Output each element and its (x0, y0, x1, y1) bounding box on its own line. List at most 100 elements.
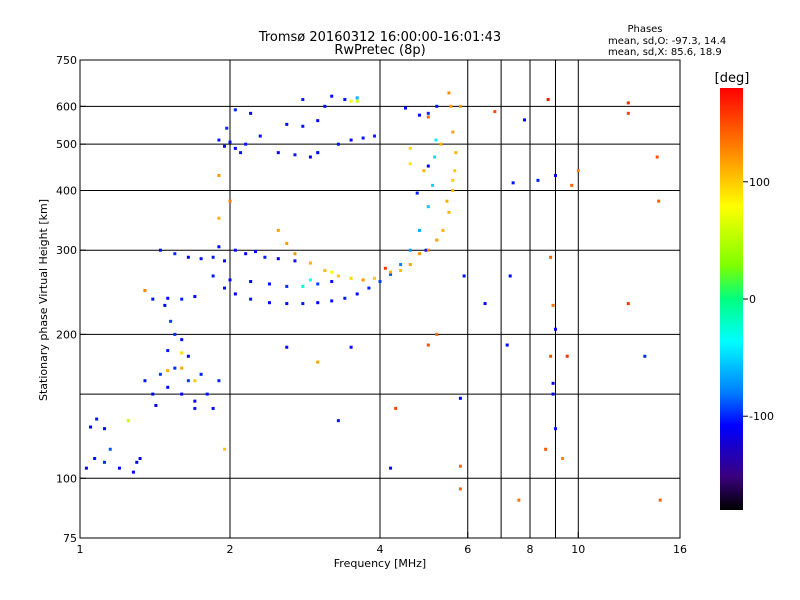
x-tick-label: 16 (673, 543, 687, 556)
data-point (451, 130, 455, 134)
data-point (399, 269, 403, 273)
stats-line-x: mean, sd,X: 85.6, 18.9 (608, 47, 722, 58)
y-axis-label: Stationary phase Virtual Height [km] (37, 199, 50, 401)
data-point (131, 470, 135, 474)
data-point (570, 183, 574, 187)
data-point (84, 466, 88, 470)
data-point (643, 354, 647, 358)
data-point (244, 142, 248, 146)
data-point (103, 427, 107, 431)
data-point (458, 104, 462, 108)
data-point (253, 250, 257, 254)
data-point (285, 122, 289, 126)
data-point (343, 296, 347, 300)
data-point (536, 178, 540, 182)
data-point (454, 151, 458, 155)
data-point (223, 447, 227, 451)
data-point (383, 266, 387, 270)
data-point (458, 396, 462, 400)
data-point (441, 228, 445, 232)
data-point (173, 252, 177, 256)
x-axis-label: Frequency [MHz] (334, 557, 426, 570)
data-point (408, 146, 412, 150)
data-point (373, 276, 377, 280)
data-point (546, 98, 550, 102)
data-point (355, 99, 359, 103)
data-point (276, 257, 280, 261)
data-point (422, 169, 426, 173)
data-point (483, 302, 487, 306)
data-point (389, 272, 393, 276)
data-point (434, 138, 438, 142)
data-point (308, 155, 312, 159)
data-point (561, 456, 565, 460)
data-point (135, 460, 139, 464)
data-point (349, 138, 353, 142)
data-point (330, 280, 334, 284)
data-point (166, 385, 170, 389)
data-point (336, 142, 340, 146)
data-point (323, 269, 327, 273)
colorbar-label: [deg] (715, 71, 750, 86)
data-point (658, 498, 662, 502)
data-point (103, 460, 107, 464)
data-point (551, 303, 555, 307)
data-point (293, 259, 297, 263)
data-point (626, 111, 630, 115)
data-point (553, 327, 557, 331)
data-point (228, 278, 232, 282)
data-point (180, 297, 184, 301)
y-tick-label: 400 (56, 184, 77, 197)
data-point (233, 146, 237, 150)
data-point (233, 248, 237, 252)
data-point (435, 104, 439, 108)
chart-title-line2: RwPretec (8p) (334, 43, 425, 58)
data-point (424, 248, 428, 252)
data-point (316, 282, 320, 286)
data-point (166, 369, 170, 373)
data-point (511, 181, 515, 185)
data-point (108, 447, 112, 451)
data-point (166, 296, 170, 300)
data-point (180, 392, 184, 396)
data-point (553, 173, 557, 177)
data-point (451, 188, 455, 192)
x-tick-label: 4 (377, 543, 384, 556)
data-point (361, 278, 365, 282)
data-point (626, 101, 630, 105)
data-point (449, 104, 453, 108)
data-point (462, 274, 466, 278)
data-point (143, 379, 147, 383)
data-point (95, 417, 99, 421)
data-point (193, 406, 197, 410)
data-point (173, 366, 177, 370)
colorbar-tick-label: 0 (749, 293, 756, 306)
data-point (426, 343, 430, 347)
y-tick-label: 200 (56, 328, 77, 341)
colorbar-tick-label: 100 (749, 176, 770, 189)
data-point (323, 104, 327, 108)
data-point (417, 228, 421, 232)
data-point (163, 303, 167, 307)
x-tick-label: 8 (527, 543, 534, 556)
data-point (117, 466, 121, 470)
data-point (301, 302, 305, 306)
data-point (233, 108, 237, 112)
data-point (217, 245, 221, 249)
data-point (426, 205, 430, 209)
data-point (373, 134, 377, 138)
data-point (493, 110, 497, 114)
data-point (433, 155, 437, 159)
data-point (349, 276, 353, 280)
data-point (308, 278, 312, 282)
data-point (576, 169, 580, 173)
data-point (217, 138, 221, 142)
data-point (223, 286, 227, 290)
x-tick-label: 10 (571, 543, 585, 556)
data-point (154, 403, 158, 407)
data-point (336, 274, 340, 278)
data-point (336, 419, 340, 423)
data-point (367, 286, 371, 290)
data-point (626, 302, 630, 306)
data-point (389, 466, 393, 470)
